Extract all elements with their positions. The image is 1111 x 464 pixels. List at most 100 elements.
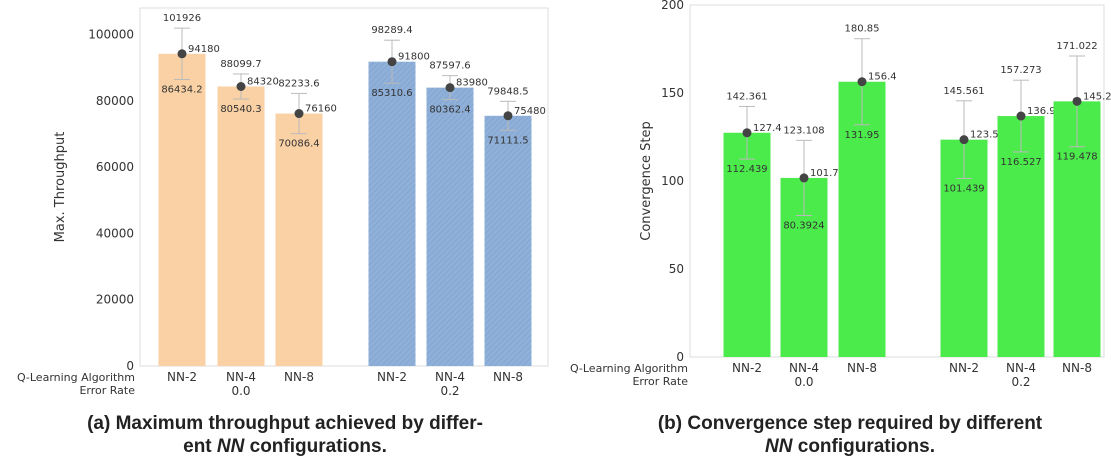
b-upper-label: 157.273 bbox=[1000, 65, 1041, 76]
convergence-chart-panel: 0 50 100 150 200 Convergence Step Q-Learning A… bbox=[560, 0, 1111, 400]
a-error-rate-label: 0.2 bbox=[440, 384, 459, 398]
a-upper-label: 87597.6 bbox=[429, 61, 470, 72]
b-upper-label: 142.361 bbox=[726, 91, 767, 102]
b-mean-label: 101.75 bbox=[810, 168, 845, 179]
b-upper-label: 145.561 bbox=[943, 86, 984, 97]
b-upper-label: 180.85 bbox=[845, 24, 880, 35]
a-row-label-algorithm: Q-Learning Algorithm bbox=[17, 371, 135, 384]
a-error-rate-label: 0.0 bbox=[231, 384, 250, 398]
b-x-tick-label: NN-8 bbox=[1062, 361, 1092, 375]
a-x-tick-label: NN-8 bbox=[493, 370, 523, 384]
b-y-tick-label: 50 bbox=[669, 262, 684, 276]
b-y-axis-label: Convergence Step bbox=[639, 121, 654, 240]
caption-b-line1: (b) Convergence step required by differe… bbox=[657, 413, 1043, 434]
b-lower-label: 131.95 bbox=[845, 130, 880, 141]
b-lower-label: 116.527 bbox=[1000, 157, 1041, 168]
a-mean-marker bbox=[445, 83, 455, 93]
a-upper-label: 79848.5 bbox=[487, 86, 528, 97]
a-upper-label: 101926 bbox=[163, 13, 201, 24]
throughput-chart: 0 20000 40000 60000 80000 100000 Max. Throughp… bbox=[17, 7, 549, 398]
b-lower-label: 119.478 bbox=[1056, 152, 1097, 163]
caption-a-nn: NN bbox=[216, 436, 245, 457]
b-y-tick-label: 200 bbox=[661, 0, 684, 12]
a-x-tick-label: NN-8 bbox=[284, 370, 314, 384]
b-bar bbox=[723, 132, 771, 357]
a-bar bbox=[368, 61, 416, 366]
a-upper-label: 82233.6 bbox=[278, 78, 319, 89]
a-y-axis-label: Max. Throughput bbox=[53, 132, 68, 243]
b-mean-marker bbox=[1016, 111, 1026, 121]
a-mean-marker bbox=[387, 57, 397, 67]
a-y-tick-label: 80000 bbox=[96, 94, 134, 108]
b-mean-label: 127.4 bbox=[753, 123, 782, 134]
convergence-chart: 0 50 100 150 200 Convergence Step Q-Learning A… bbox=[570, 0, 1111, 389]
b-mean-marker bbox=[742, 128, 752, 138]
b-x-tick-label: NN-4 bbox=[1006, 361, 1036, 375]
a-lower-label: 70086.4 bbox=[278, 139, 319, 150]
a-y-tick-label: 20000 bbox=[96, 293, 134, 307]
a-bar bbox=[275, 113, 323, 366]
b-row-label-error-rate: Error Rate bbox=[632, 375, 688, 388]
b-bar bbox=[997, 116, 1045, 357]
caption-a: (a) Maximum throughput achieved by diffe… bbox=[40, 412, 530, 458]
throughput-chart-panel: 0 20000 40000 60000 80000 100000 Max. Throughp… bbox=[0, 0, 560, 400]
b-mean-marker bbox=[959, 135, 969, 145]
b-x-tick-label: NN-4 bbox=[789, 361, 819, 375]
b-error-rate-label: 0.0 bbox=[794, 375, 813, 389]
a-mean-label: 94180 bbox=[188, 44, 220, 55]
a-y-tick-label: 60000 bbox=[96, 160, 134, 174]
a-mean-label: 76160 bbox=[305, 104, 337, 115]
a-lower-label: 71111.5 bbox=[487, 135, 528, 146]
a-bar bbox=[484, 115, 532, 366]
a-mean-marker bbox=[236, 81, 246, 91]
a-mean-label: 84320 bbox=[247, 76, 279, 87]
b-lower-label: 80.3924 bbox=[783, 221, 824, 232]
a-x-tick-label: NN-2 bbox=[167, 370, 197, 384]
b-mean-label: 123.5 bbox=[970, 130, 999, 141]
a-bar bbox=[426, 87, 474, 366]
a-row-label-error-rate: Error Rate bbox=[79, 384, 135, 397]
a-upper-label: 98289.4 bbox=[371, 25, 412, 36]
a-lower-label: 80540.3 bbox=[220, 104, 261, 115]
a-mean-marker bbox=[503, 111, 513, 121]
b-mean-label: 136.9 bbox=[1027, 106, 1056, 117]
b-mean-label: 145.25 bbox=[1083, 91, 1111, 102]
a-x-tick-label: NN-4 bbox=[226, 370, 256, 384]
a-lower-label: 80362.4 bbox=[429, 105, 470, 116]
b-mean-marker bbox=[799, 173, 809, 183]
b-mean-marker bbox=[1072, 96, 1082, 106]
caption-b-nn: NN bbox=[765, 436, 793, 457]
b-upper-label: 171.022 bbox=[1056, 41, 1097, 52]
a-y-tick-label: 100000 bbox=[88, 28, 134, 42]
a-mean-label: 83980 bbox=[456, 78, 488, 89]
caption-b-suffix: configurations. bbox=[792, 436, 935, 457]
a-mean-label: 91800 bbox=[398, 52, 430, 63]
caption-a-line2-pre: ent bbox=[183, 436, 217, 457]
a-plot-frame bbox=[139, 7, 549, 367]
caption-b: (b) Convergence step required by differe… bbox=[600, 412, 1100, 458]
a-x-tick-label: NN-4 bbox=[435, 370, 465, 384]
a-bar bbox=[158, 53, 206, 367]
a-y-tick-label: 40000 bbox=[96, 226, 134, 240]
a-upper-label: 88099.7 bbox=[220, 59, 261, 70]
a-mean-marker bbox=[177, 49, 187, 59]
b-x-tick-label: NN-8 bbox=[847, 361, 877, 375]
b-bar bbox=[838, 81, 886, 358]
a-mean-label: 75480 bbox=[514, 106, 546, 117]
a-mean-marker bbox=[294, 109, 304, 119]
a-x-tick-label: NN-2 bbox=[377, 370, 407, 384]
a-lower-label: 86434.2 bbox=[161, 84, 202, 95]
b-y-tick-label: 100 bbox=[661, 174, 684, 188]
caption-a-suffix: configurations. bbox=[244, 436, 387, 457]
b-x-tick-label: NN-2 bbox=[732, 361, 762, 375]
b-row-label-algorithm: Q-Learning Algorithm bbox=[570, 362, 688, 375]
b-y-tick-label: 0 bbox=[676, 350, 684, 364]
b-plot-frame bbox=[689, 4, 1105, 358]
b-mean-label: 156.4 bbox=[868, 72, 897, 83]
caption-a-line1: (a) Maximum throughput achieved by diffe… bbox=[87, 413, 483, 434]
b-x-tick-label: NN-2 bbox=[949, 361, 979, 375]
b-lower-label: 101.439 bbox=[943, 183, 984, 194]
b-y-tick-label: 150 bbox=[661, 86, 684, 100]
a-bar bbox=[217, 86, 265, 366]
b-mean-marker bbox=[857, 77, 867, 87]
